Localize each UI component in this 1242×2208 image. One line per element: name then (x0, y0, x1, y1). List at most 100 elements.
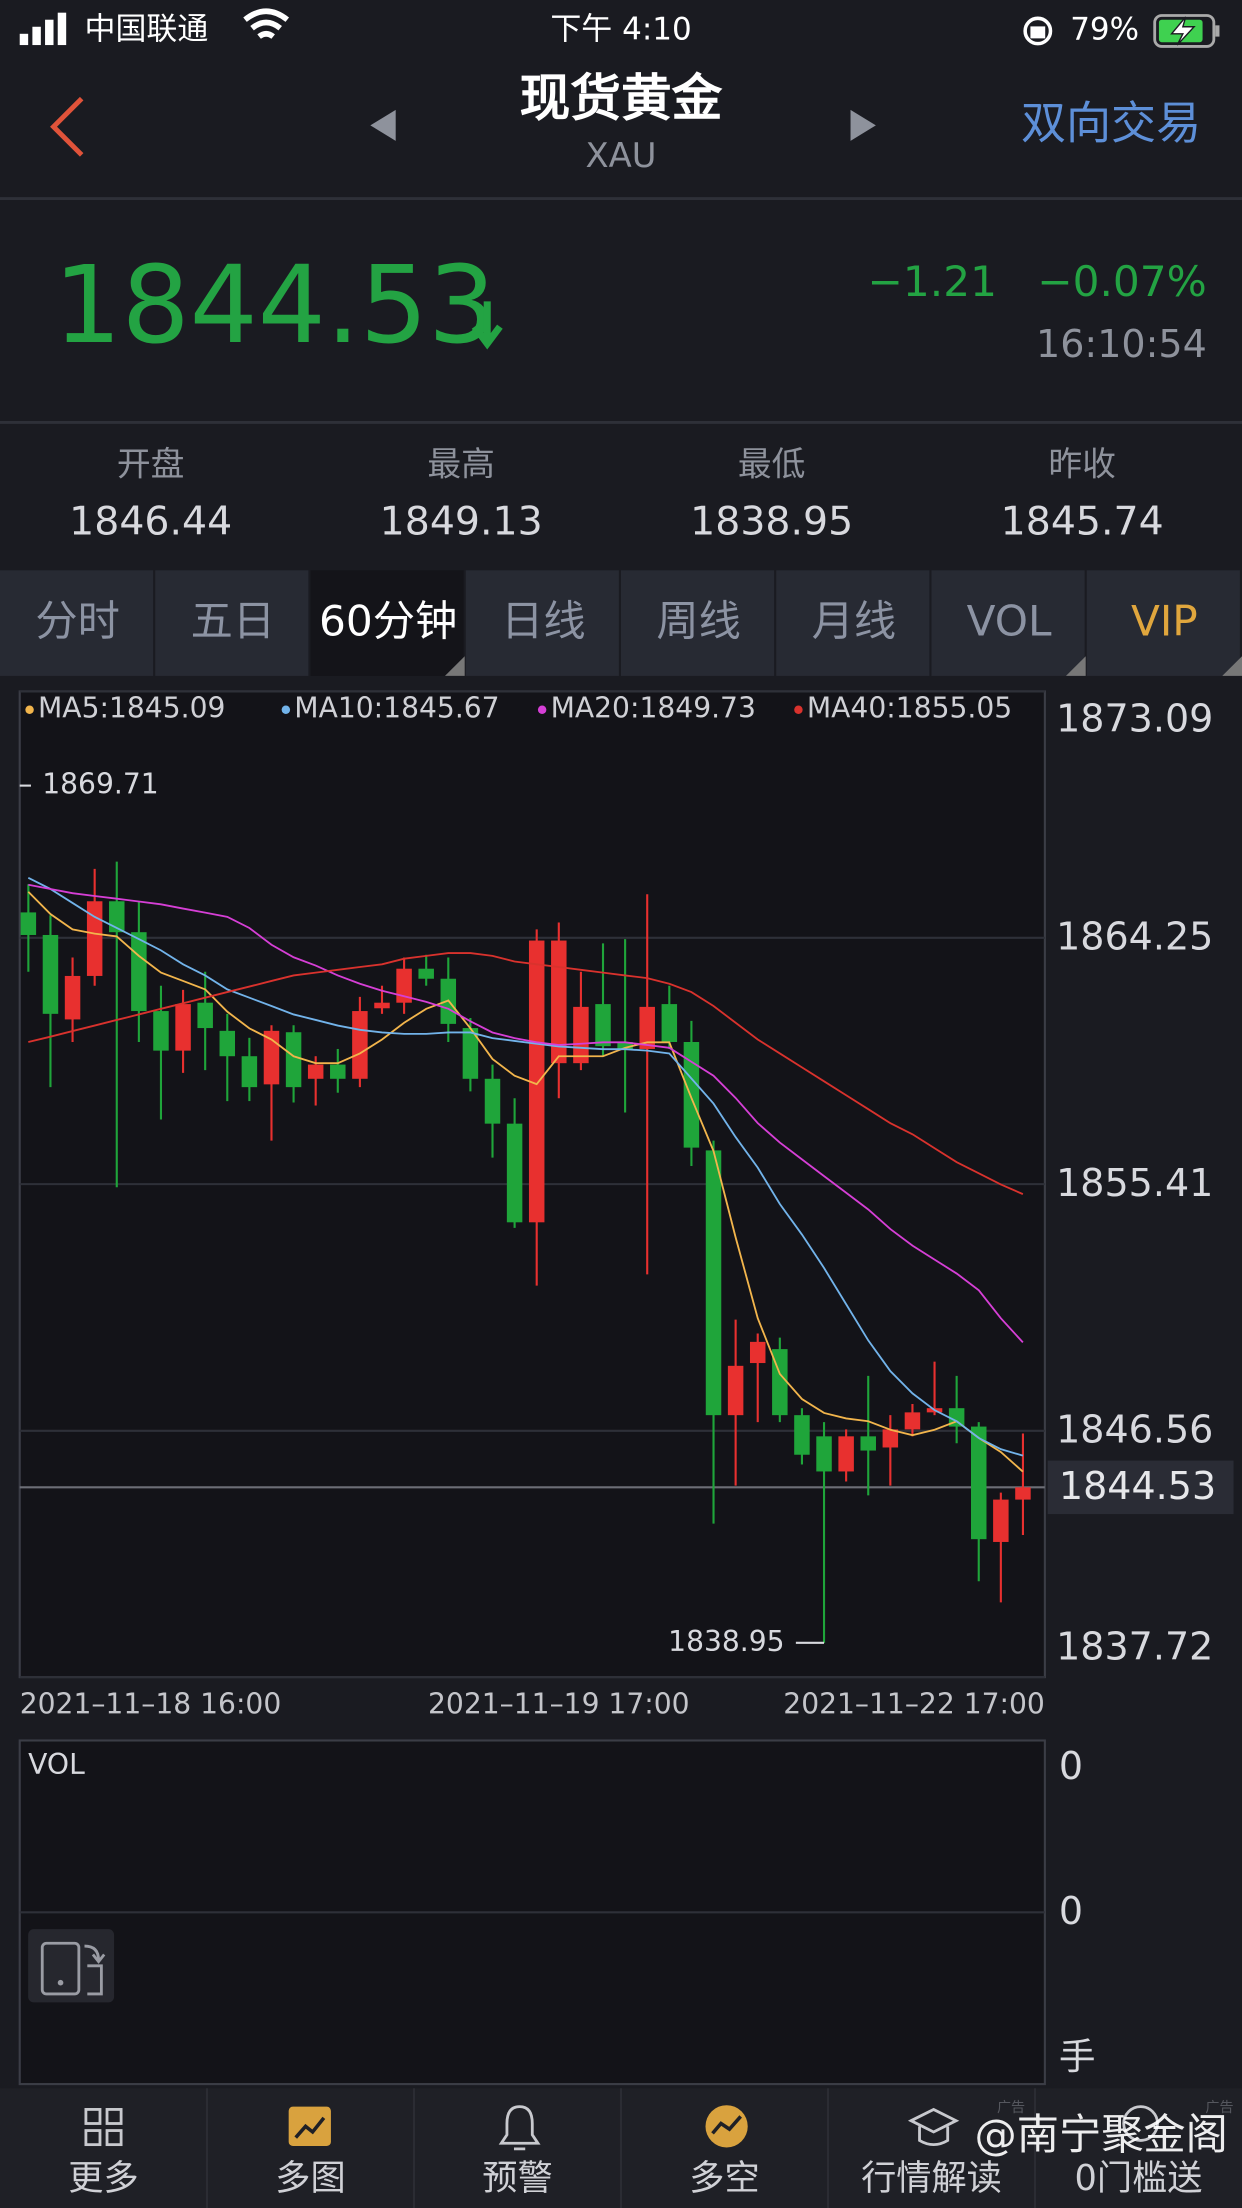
candle-body (727, 1365, 744, 1416)
nav-item[interactable]: 0门槛送 (1075, 2158, 1203, 2199)
gift-icon (1122, 2105, 1159, 2142)
nav-item[interactable]: 多图 (275, 2158, 345, 2199)
legend-label: MA5:1845.09 (38, 692, 225, 725)
down-arrow (471, 301, 503, 350)
y-tick-label: 1846.56 (1056, 1408, 1213, 1452)
candle-body (838, 1436, 854, 1472)
candle-body (484, 1078, 501, 1124)
nav-item[interactable]: 更多 (68, 2158, 138, 2199)
candle-body (705, 1150, 722, 1416)
ma-line (28, 883, 1024, 1344)
battery-icon (1153, 14, 1220, 48)
candle-body (551, 940, 567, 1064)
ad-label: 广告 (1205, 2100, 1233, 2116)
back-button[interactable] (50, 96, 84, 157)
nav-item[interactable]: 行情解读 (861, 2158, 1002, 2199)
more-icon (84, 2108, 123, 2147)
x-tick-label: 2021–11–22 17:00 (783, 1687, 1045, 1720)
prev-button[interactable] (370, 109, 396, 141)
tab-bg[interactable] (776, 570, 930, 676)
alert-icon (498, 2105, 541, 2151)
stat-value: 1846.44 (69, 498, 232, 544)
nav-item[interactable]: 多空 (689, 2158, 759, 2199)
tab-bg[interactable] (0, 570, 154, 676)
nav-item[interactable]: 预警 (482, 2158, 552, 2199)
volume-tick: 0 (1059, 1744, 1083, 1788)
rotate-button[interactable] (28, 1929, 115, 2003)
wifi-icon (243, 8, 290, 39)
ad-label: 广告 (997, 2100, 1025, 2116)
candle-body (263, 1030, 280, 1085)
last-price-box (1047, 1460, 1234, 1515)
legend-dot (794, 705, 803, 714)
stat-label: 最低 (738, 445, 806, 484)
legend-dot (281, 705, 291, 714)
tab[interactable]: VIP (1131, 596, 1198, 645)
candle-body (396, 968, 412, 1003)
last-price-label: 1844.53 (1059, 1464, 1216, 1508)
tab[interactable]: 日线 (501, 596, 585, 645)
y-tick-label: 1837.72 (1056, 1624, 1213, 1668)
candle-body (197, 1002, 213, 1029)
stat-value: 1849.13 (380, 498, 543, 544)
tab-corner (1222, 656, 1242, 676)
candle-body (794, 1415, 810, 1455)
candle-body (749, 1341, 766, 1364)
candle-body (860, 1436, 876, 1451)
tab-bg[interactable] (310, 570, 464, 676)
tab-bg[interactable] (155, 570, 309, 676)
ma-line (27, 891, 1024, 1473)
candle-body (683, 1041, 700, 1148)
y-tick-label: 1855.41 (1056, 1161, 1213, 1205)
trade-button[interactable]: 双向交易 (1021, 97, 1201, 150)
tab-corner (444, 656, 465, 676)
tab[interactable]: 60分钟 (319, 596, 457, 645)
y-tick-label: 1864.25 (1056, 915, 1213, 959)
stat-label: 昨收 (1048, 445, 1116, 484)
tab-bg[interactable] (1086, 570, 1240, 676)
candle-body (307, 1064, 324, 1079)
ma-line (28, 952, 1024, 1195)
tab[interactable]: VOL (967, 596, 1052, 645)
price: 1844.53 (54, 244, 497, 368)
tab-bg[interactable] (465, 570, 619, 676)
x-tick-label: 2021–11–19 17:00 (428, 1687, 690, 1720)
stat-label: 最高 (427, 445, 495, 484)
legend-dot (25, 705, 34, 714)
tab[interactable]: 月线 (812, 596, 896, 645)
candle-body (241, 1056, 258, 1088)
signal-icon (19, 12, 67, 46)
y-tick-label: 1873.09 (1056, 696, 1213, 740)
candle-body (64, 975, 81, 1020)
candle-body (1015, 1487, 1031, 1500)
title: 现货黄金 (520, 68, 723, 127)
tab-bg[interactable] (621, 570, 775, 676)
candle-body (528, 940, 545, 1223)
candle-body (374, 1002, 390, 1009)
tab[interactable]: 五日 (191, 596, 275, 645)
candle-body (882, 1429, 899, 1448)
stat-value: 1845.74 (1001, 498, 1164, 544)
candle-body (131, 932, 147, 1012)
candle-body (219, 1030, 236, 1057)
candle-body (462, 1028, 479, 1079)
analysis-icon (907, 2107, 960, 2147)
legend-label: MA40:1855.05 (807, 692, 1012, 725)
x-tick-label: 2021–11–18 16:00 (20, 1687, 282, 1720)
tab[interactable]: 分时 (35, 596, 119, 645)
tab-bg[interactable] (931, 570, 1085, 676)
quote-time: 16:10:54 (1036, 322, 1207, 366)
candle-body (352, 1011, 368, 1079)
candle-body (971, 1426, 987, 1540)
volume-unit: 手 (1059, 2035, 1096, 2078)
candle-body (109, 901, 125, 933)
volume-label: VOL (28, 1748, 85, 1781)
stat-value: 1838.95 (690, 498, 853, 544)
tab[interactable]: 周线 (656, 596, 740, 645)
volume-tick: 0 (1059, 1889, 1083, 1933)
rotation-lock-icon (1023, 16, 1053, 46)
next-button[interactable] (850, 109, 876, 141)
change: −1.21 (868, 257, 997, 306)
